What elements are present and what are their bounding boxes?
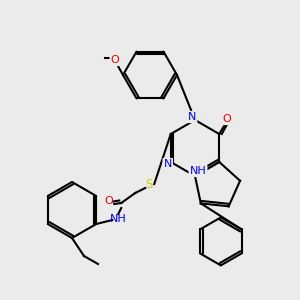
Text: N: N (164, 159, 172, 169)
Text: NH: NH (190, 166, 206, 176)
Text: N: N (188, 112, 196, 122)
Text: S: S (146, 178, 153, 191)
Text: O: O (223, 114, 232, 124)
Text: O: O (111, 55, 119, 65)
Text: NH: NH (110, 214, 127, 224)
Text: O: O (105, 196, 114, 206)
